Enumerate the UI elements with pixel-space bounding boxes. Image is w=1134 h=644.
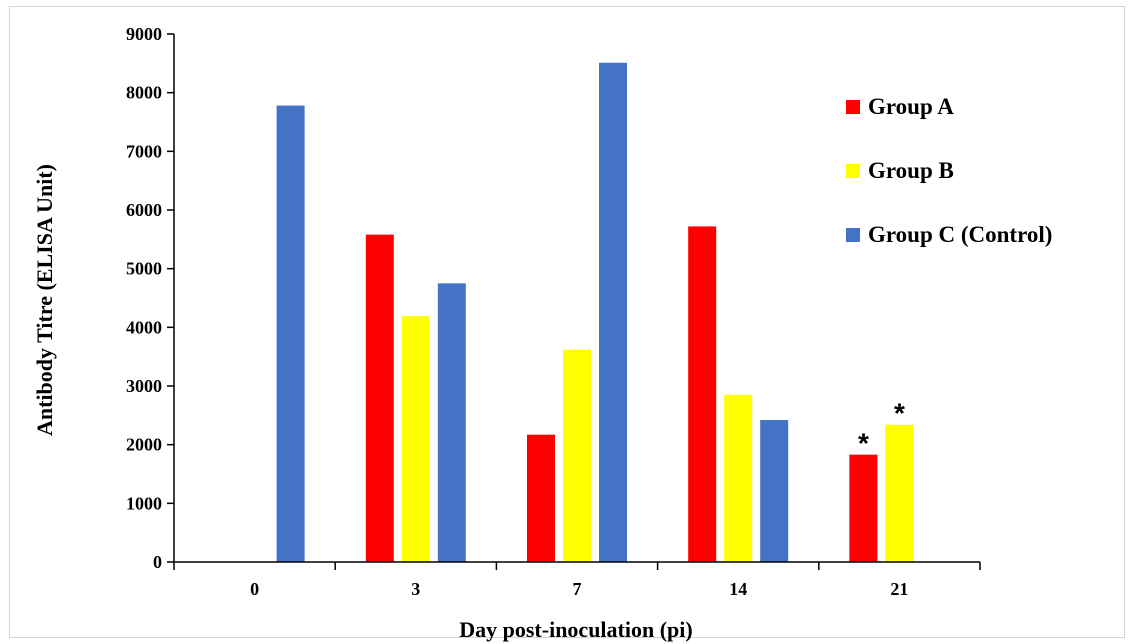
y-tick-label: 3000 <box>126 376 162 396</box>
x-tick-label: 14 <box>729 579 747 599</box>
x-tick-label: 7 <box>573 579 582 599</box>
significance-marker: * <box>894 398 905 429</box>
bar <box>365 234 394 562</box>
bars-layer <box>276 62 914 562</box>
bar <box>599 62 627 562</box>
legend-label: Group C (Control) <box>868 222 1052 247</box>
x-tick-label: 21 <box>890 579 908 599</box>
bar <box>437 283 466 562</box>
legend-swatch <box>846 100 860 114</box>
y-tick-label: 1000 <box>126 493 162 513</box>
y-tick-label: 8000 <box>126 83 162 103</box>
bar <box>527 434 555 562</box>
y-axis-ticks: 0 1000 2000 3000 4000 5000 6000 7000 8000 9000 <box>126 24 174 572</box>
y-tick-label: 6000 <box>126 200 162 220</box>
bar <box>760 420 789 562</box>
bar <box>276 105 305 562</box>
bar <box>401 316 430 562</box>
y-tick-label: 0 <box>153 552 162 572</box>
x-axis-ticks: 0 3 7 14 21 <box>173 562 981 599</box>
axes-layer <box>173 34 980 563</box>
x-tick-label: 3 <box>411 579 420 599</box>
legend-swatch <box>846 164 860 178</box>
y-tick-label: 7000 <box>126 141 162 161</box>
bar <box>885 424 914 562</box>
legend-swatch <box>846 228 860 242</box>
bar <box>849 454 878 562</box>
y-axis-title: Antibody Titre (ELISA Unit) <box>32 164 57 436</box>
y-tick-label: 5000 <box>126 259 162 279</box>
bar <box>688 226 717 562</box>
legend: Group A Group B Group C (Control) <box>846 94 1052 247</box>
y-tick-label: 4000 <box>126 317 162 337</box>
x-axis-title: Day post-inoculation (pi) <box>459 617 692 642</box>
legend-label: Group B <box>868 158 954 183</box>
annotations-layer: ** <box>858 398 905 459</box>
x-tick-label: 0 <box>250 579 259 599</box>
bar <box>724 394 753 562</box>
bar <box>563 349 591 562</box>
legend-label: Group A <box>868 94 954 119</box>
y-tick-label: 9000 <box>126 24 162 44</box>
y-tick-label: 2000 <box>126 435 162 455</box>
significance-marker: * <box>858 428 869 459</box>
